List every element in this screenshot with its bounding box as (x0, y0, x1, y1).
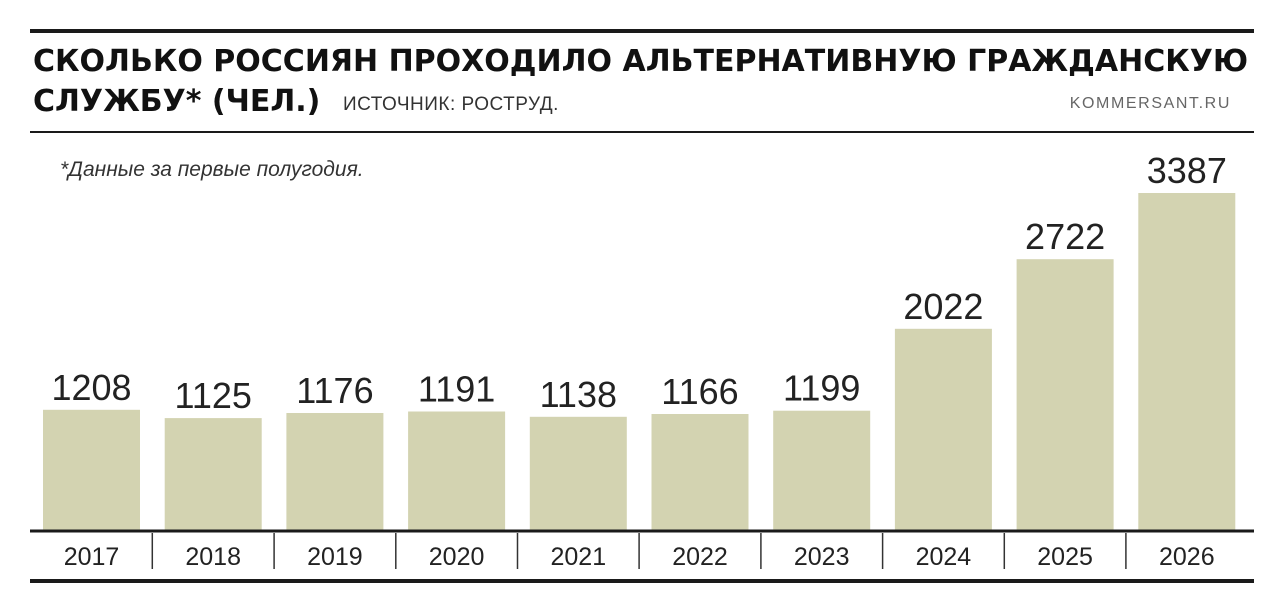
source-label: ИСТОЧНИК: РОСТРУД. (343, 94, 559, 115)
value-label-2023: 1199 (783, 368, 860, 409)
credit-label: KOMMERSANT.RU (1069, 95, 1231, 112)
chart-title-line-1: СКОЛЬКО РОССИЯН ПРОХОДИЛО АЛЬТЕРНАТИВНУЮ… (33, 44, 1249, 79)
bar-2017 (43, 409, 140, 530)
value-label-2019: 1176 (296, 370, 373, 411)
x-tick-label-2024: 2024 (916, 543, 972, 571)
bar-2023 (773, 410, 871, 530)
top-rule (30, 29, 1254, 33)
value-label-2026: 3387 (1147, 150, 1227, 191)
bar-2018 (164, 418, 262, 530)
value-label-2022: 1166 (661, 371, 738, 412)
x-tick-label-2026: 2026 (1159, 543, 1215, 571)
header-rule (30, 131, 1254, 133)
value-label-2025: 2722 (1025, 216, 1105, 257)
x-tick-label-2017: 2017 (64, 543, 120, 571)
bar-2021 (529, 416, 627, 530)
value-label-2017: 1208 (51, 367, 131, 408)
x-tick-labels-group: 2017 2018 2019 2020 2021 2022 2023 2024 2025 2026 (64, 543, 1215, 571)
x-tick-label-2023: 2023 (794, 543, 850, 571)
value-label-2020: 1191 (418, 369, 495, 410)
x-tick-label-2020: 2020 (429, 543, 485, 571)
chart-title-line-2: СЛУЖБУ* (ЧЕЛ.) (33, 84, 321, 119)
bar-2022 (651, 414, 749, 530)
bar-2019 (286, 413, 384, 530)
value-label-2021: 1138 (540, 374, 617, 415)
x-tick-label-2019: 2019 (307, 543, 363, 571)
bar-2020 (408, 411, 506, 530)
bar-2025 (1016, 259, 1114, 530)
x-tick-label-2018: 2018 (185, 543, 241, 571)
bars-group (43, 193, 1236, 530)
footnote: *Данные за первые полугодия. (60, 158, 364, 181)
bar-2024 (894, 328, 992, 530)
x-tick-label-2021: 2021 (550, 543, 606, 571)
value-label-2024: 2022 (903, 286, 983, 327)
bar-2026 (1138, 193, 1236, 530)
value-labels-group: 1208 1125 1176 1191 1138 1166 1199 2022 2722 3387 (51, 150, 1226, 416)
x-tick-label-2022: 2022 (672, 543, 728, 571)
value-label-2018: 1125 (174, 375, 251, 416)
x-tick-label-2025: 2025 (1037, 543, 1093, 571)
